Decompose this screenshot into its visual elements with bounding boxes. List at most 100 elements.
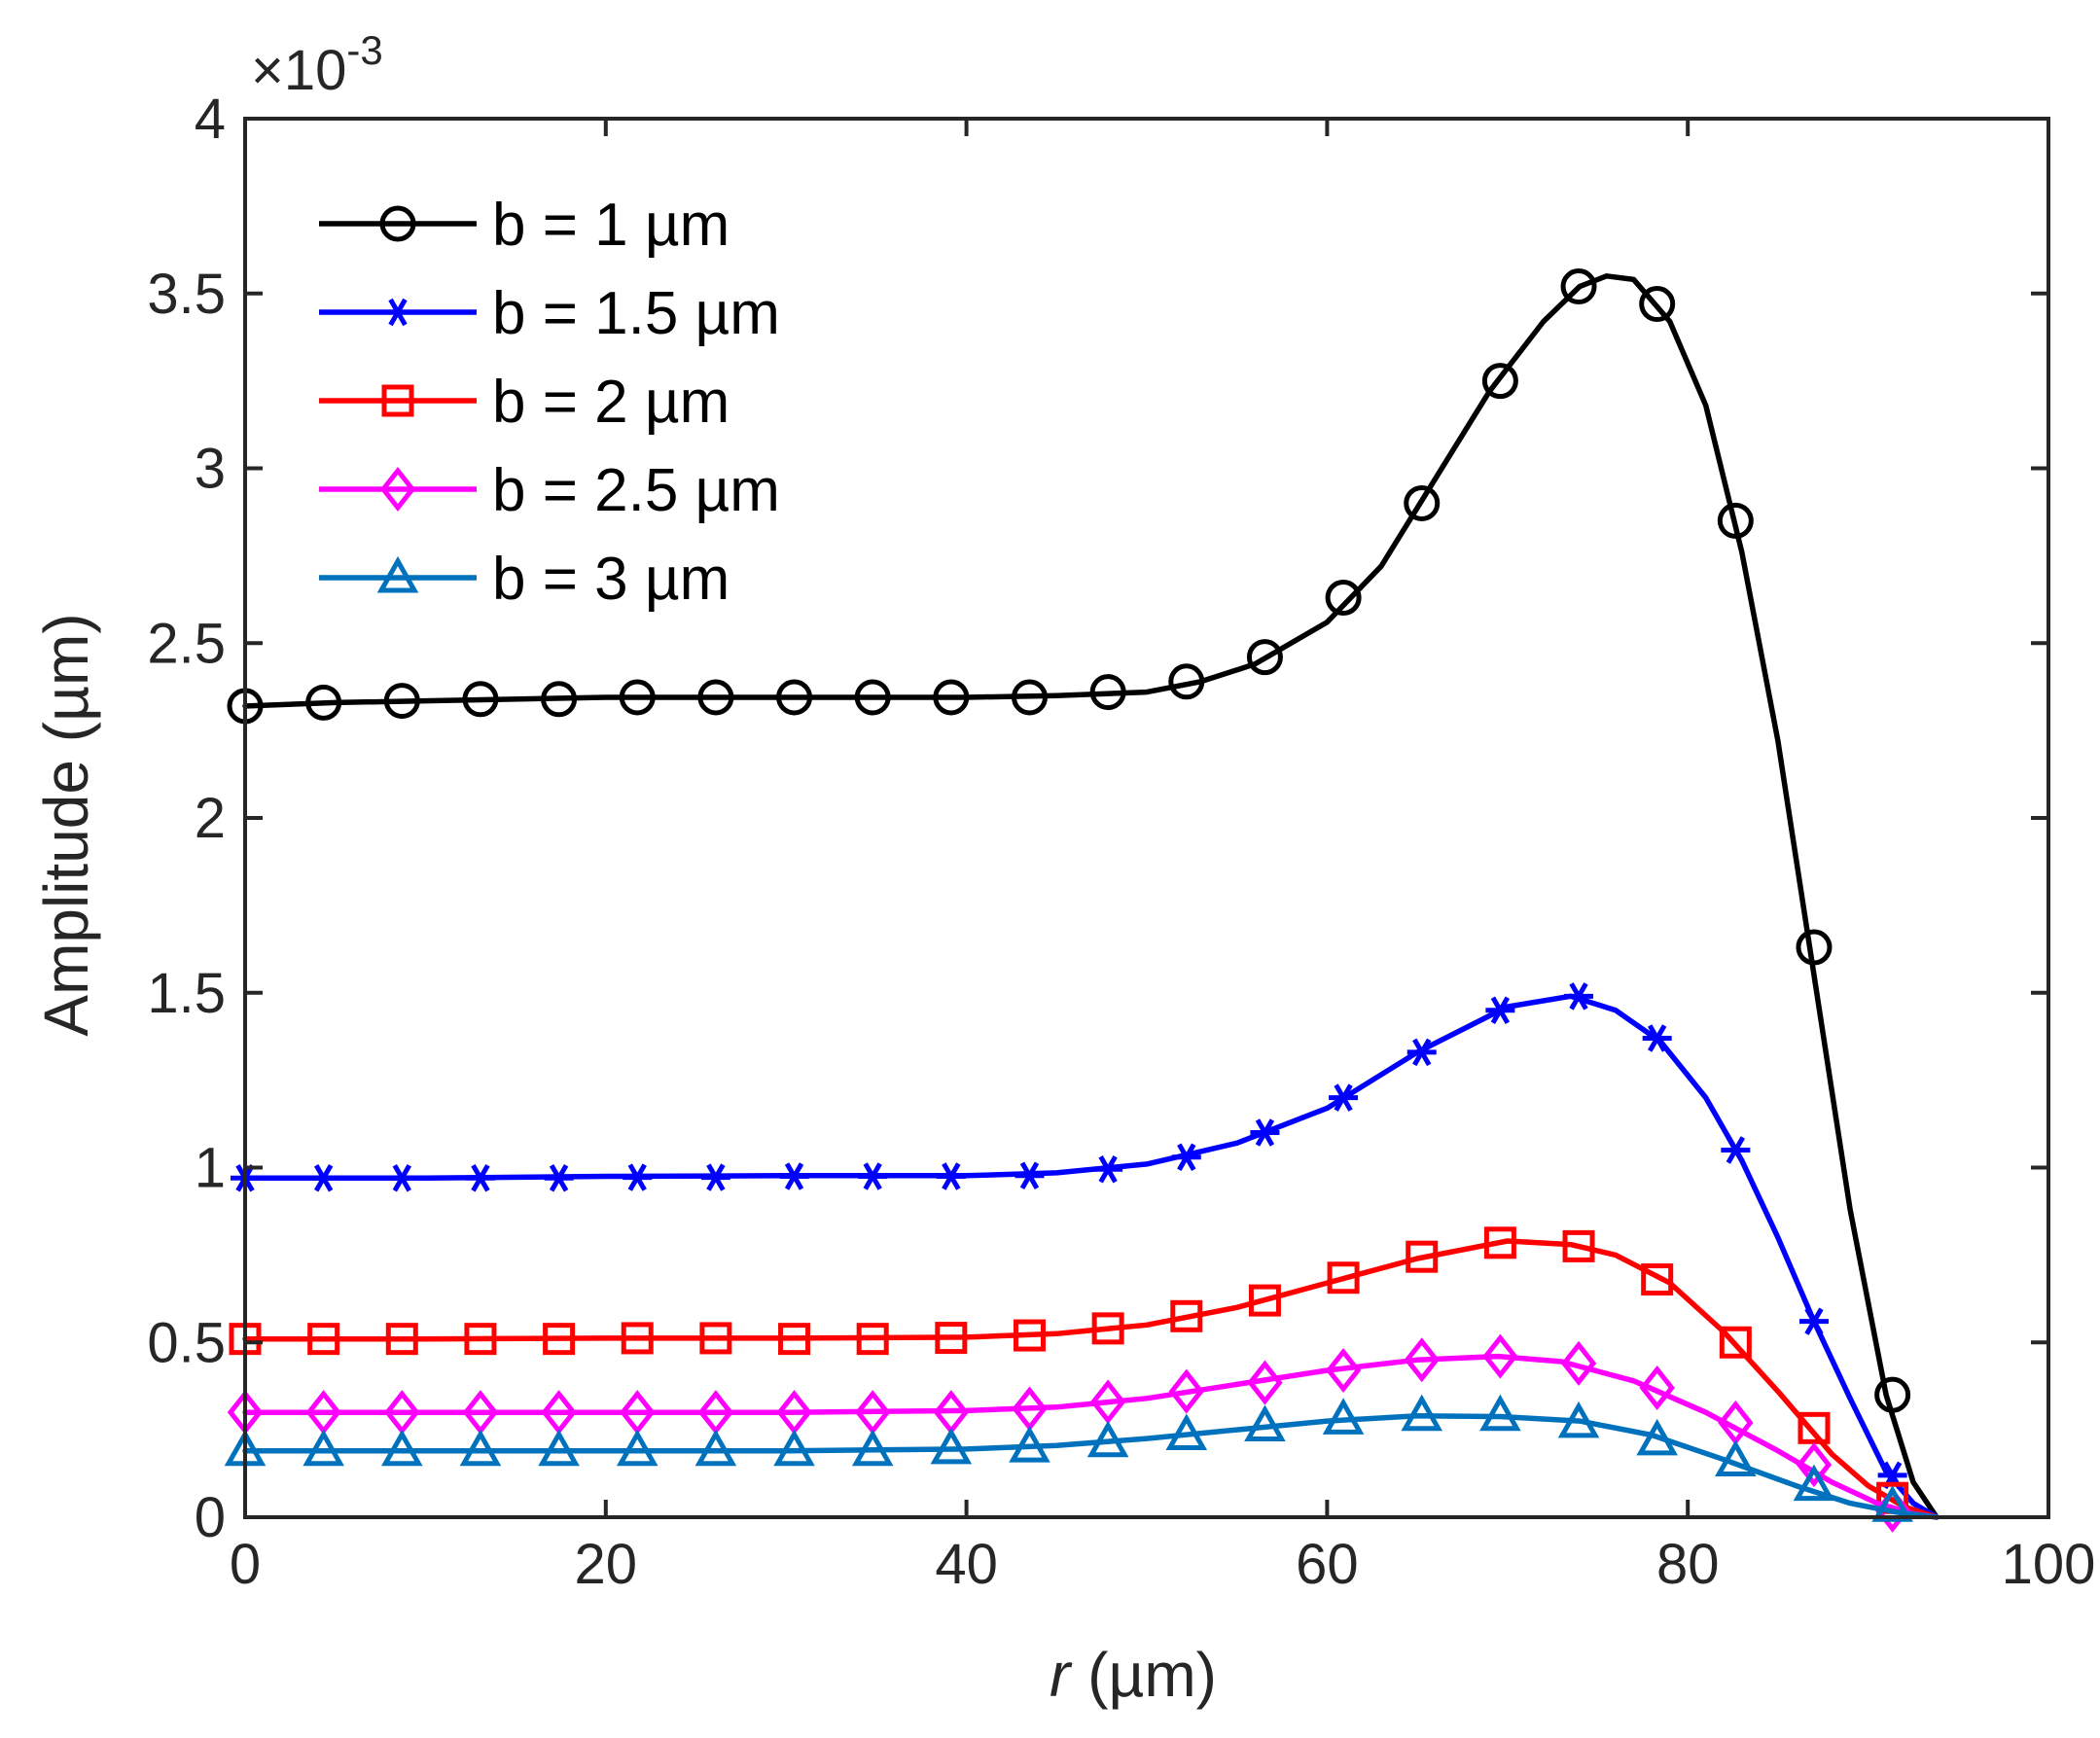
- data-point-diamond: [1247, 1360, 1283, 1405]
- data-point-square: [1641, 1263, 1674, 1296]
- data-point-asterisk: [1406, 1038, 1437, 1067]
- y-tick-label: 3.5: [147, 263, 226, 326]
- y-tick-label: 4: [195, 88, 226, 151]
- x-tick-label: 100: [2002, 1533, 2096, 1596]
- data-point-square: [543, 1323, 576, 1356]
- data-point-asterisk: [623, 1163, 653, 1191]
- y-tick-label: 1.5: [147, 962, 226, 1025]
- data-point-triangle: [1086, 1420, 1129, 1458]
- data-point-triangle: [381, 1429, 423, 1467]
- data-point-circle: [1089, 674, 1126, 711]
- data-point-circle: [541, 681, 578, 718]
- data-point-square: [1248, 1284, 1281, 1317]
- data-point-triangle: [616, 1429, 658, 1467]
- y-tick-label: 1: [195, 1137, 226, 1200]
- data-point-triangle: [851, 1429, 894, 1467]
- legend-label: b = 1.5 µm: [492, 280, 780, 347]
- y-tick-label: 2: [195, 787, 226, 850]
- x-tick-label: 0: [230, 1533, 261, 1596]
- data-point-square: [307, 1323, 340, 1356]
- data-point-square: [1797, 1411, 1831, 1444]
- series-b-2p5-m: [227, 1333, 1940, 1533]
- data-point-square: [1719, 1326, 1752, 1359]
- data-point-asterisk: [779, 1162, 809, 1190]
- series-b-1p5-m: [231, 982, 1940, 1520]
- data-point-square: [1327, 1261, 1360, 1295]
- data-point-square: [856, 1323, 889, 1356]
- data-point-asterisk: [1798, 1307, 1829, 1335]
- series-line: [242, 1353, 1940, 1520]
- data-point-triangle: [1871, 1485, 1913, 1522]
- x-tick-label: 40: [935, 1533, 998, 1596]
- data-point-triangle: [930, 1427, 973, 1465]
- data-point-asterisk: [544, 1164, 574, 1192]
- series-b-2-m: [229, 1226, 1940, 1520]
- data-point-square: [1562, 1229, 1595, 1262]
- series-layer: [224, 268, 1940, 1533]
- axes-layer: 0 20 40 60 80 100 0 0.5 1 1.5 2 2.5 3 3.5 4: [147, 88, 2095, 1596]
- data-point-diamond: [1482, 1333, 1518, 1379]
- data-point-triangle: [1009, 1426, 1050, 1463]
- data-point-asterisk: [1250, 1118, 1280, 1147]
- data-point-asterisk: [308, 1164, 338, 1192]
- data-point-triangle: [1557, 1401, 1600, 1438]
- data-point-circle: [1011, 679, 1048, 716]
- data-point-asterisk: [936, 1162, 966, 1190]
- data-point-triangle: [1401, 1394, 1443, 1432]
- legend-entry-b-1-m: b = 1 µm: [319, 192, 730, 259]
- data-point-circle: [619, 679, 656, 716]
- data-point-asterisk: [1171, 1143, 1201, 1171]
- data-point-circle: [933, 679, 970, 716]
- y-tick-label: 2.5: [147, 612, 226, 675]
- data-point-square: [935, 1322, 968, 1355]
- data-point-circle: [1325, 580, 1362, 617]
- legend-entry-b-3-m: b = 3 µm: [319, 546, 730, 613]
- data-point-square: [1091, 1312, 1124, 1345]
- data-point-triangle: [773, 1429, 815, 1467]
- y-scale-factor: ×10-3: [251, 27, 383, 102]
- data-point-circle: [854, 679, 891, 716]
- legend-marker-square: [381, 384, 414, 417]
- data-point-diamond: [1404, 1337, 1440, 1383]
- data-point-triangle: [1479, 1394, 1521, 1432]
- series-b-1-m: [227, 268, 1940, 1520]
- data-point-square: [621, 1322, 654, 1355]
- data-point-circle: [462, 681, 499, 718]
- data-point-square: [1013, 1319, 1046, 1352]
- legend-entry-b-2p5-m: b = 2.5 µm: [319, 457, 780, 524]
- data-point-circle: [697, 679, 734, 716]
- data-point-diamond: [1560, 1340, 1597, 1386]
- data-point-asterisk: [858, 1162, 888, 1190]
- data-point-square: [464, 1323, 497, 1356]
- y-tick-label: 0: [195, 1486, 226, 1549]
- data-point-asterisk: [387, 1164, 417, 1192]
- legend-label: b = 1 µm: [492, 192, 730, 259]
- legend-entry-b-1p5-m: b = 1.5 µm: [319, 280, 780, 347]
- x-tick-label: 60: [1296, 1533, 1359, 1596]
- data-point-triangle: [538, 1429, 580, 1467]
- data-point-circle: [383, 683, 420, 720]
- data-point-diamond: [1089, 1379, 1126, 1425]
- data-point-square: [1406, 1240, 1439, 1273]
- legend-marker-circle: [379, 205, 416, 242]
- data-point-diamond: [1639, 1365, 1675, 1411]
- legend-marker-diamond: [379, 466, 416, 513]
- data-point-circle: [1404, 484, 1441, 521]
- data-point-square: [385, 1323, 418, 1356]
- data-point-circle: [1717, 502, 1754, 539]
- data-point-circle: [1796, 929, 1833, 966]
- data-point-asterisk: [465, 1164, 495, 1192]
- series-b-3-m: [224, 1394, 1940, 1522]
- data-point-triangle: [1793, 1464, 1835, 1502]
- data-point-square: [1483, 1226, 1516, 1259]
- data-point-asterisk: [1014, 1161, 1045, 1190]
- data-point-square: [778, 1323, 811, 1356]
- data-point-asterisk: [1642, 1024, 1672, 1052]
- data-point-triangle: [1322, 1398, 1365, 1435]
- x-tick-label: 80: [1656, 1533, 1720, 1596]
- data-point-circle: [776, 679, 813, 716]
- legend: b = 1 µm b = 1.5 µm b = 2 µm b = 2.5 µm b = …: [319, 192, 780, 613]
- data-point-circle: [305, 684, 342, 721]
- data-point-triangle: [1165, 1413, 1208, 1451]
